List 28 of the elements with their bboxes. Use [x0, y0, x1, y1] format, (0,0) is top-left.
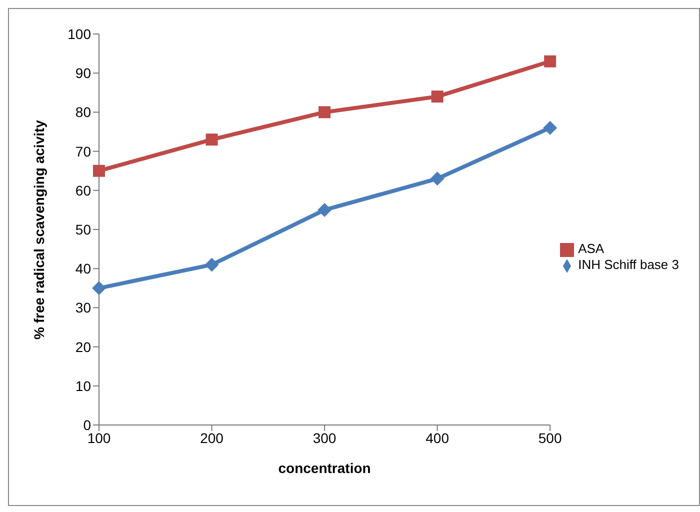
y-tick-label: 100	[68, 26, 92, 42]
y-tick-label: 10	[75, 378, 92, 394]
point	[544, 55, 556, 68]
y-axis-title: % free radical scavenging acivity	[30, 120, 47, 340]
y-tick-label: 60	[75, 182, 92, 198]
point	[206, 134, 218, 146]
y-tick-label: 80	[75, 104, 92, 120]
x-tick-label: 500	[538, 430, 562, 446]
point	[204, 258, 219, 272]
y-tick-label: 50	[75, 221, 92, 238]
y-tick-label: 90	[75, 65, 92, 82]
y-tick-label: 30	[75, 300, 92, 316]
x-axis-title: concentration	[278, 460, 371, 476]
point	[92, 281, 106, 296]
y-tick-label: 20	[75, 338, 92, 355]
legend-label: ASA	[578, 241, 604, 256]
x-tick-label: 300	[312, 430, 336, 446]
legend-label: INH Schiff base 3	[578, 257, 679, 272]
point	[431, 90, 444, 103]
point	[93, 164, 105, 177]
point	[318, 202, 332, 217]
y-tick-label: 40	[75, 260, 92, 277]
point	[318, 106, 331, 118]
x-tick-label: 200	[200, 430, 224, 446]
x-tick-label: 400	[426, 430, 450, 446]
point	[543, 120, 558, 135]
point	[430, 172, 444, 186]
y-tick-label: 70	[75, 143, 92, 160]
